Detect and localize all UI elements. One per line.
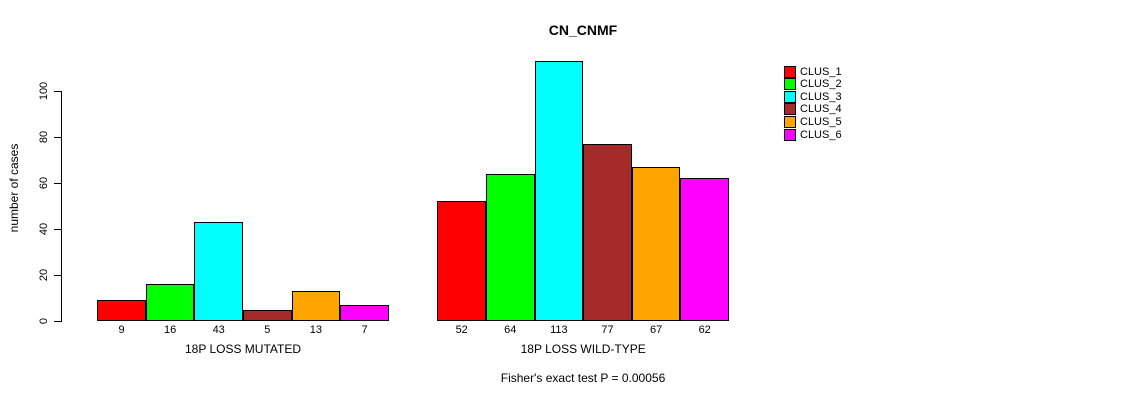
fisher-test-annotation: Fisher's exact test P = 0.00056 (500, 371, 666, 385)
legend-swatch-clus_5 (784, 115, 796, 128)
bar-clus_2-group1 (145, 284, 195, 321)
bar-value-label: 9 (118, 324, 125, 336)
bar-clus_3-group1 (194, 222, 243, 321)
bar-value-label: 5 (264, 324, 271, 336)
bar-value-label: 64 (504, 324, 517, 336)
bar-value-label: 52 (455, 324, 468, 336)
legend-label-clus_4: CLUS_4 (800, 103, 842, 116)
bar-clus_3-group2 (534, 61, 584, 321)
bar-value-label: 43 (212, 324, 225, 336)
bar-clus_6-group1 (340, 304, 389, 321)
legend-label-clus_6: CLUS_6 (800, 128, 842, 141)
legend-swatch-clus_6 (784, 128, 796, 141)
legend-swatch-clus_4 (784, 103, 796, 116)
x-axis-group-label: 18P LOSS MUTATED (184, 342, 302, 356)
bar-value-label: 113 (550, 324, 568, 336)
y-axis-tick-label: 100 (38, 81, 50, 101)
y-axis-tick (54, 229, 61, 230)
legend-label-clus_2: CLUS_2 (800, 78, 842, 91)
y-axis-tick-label: 40 (38, 222, 50, 236)
y-axis-line (61, 91, 62, 322)
legend-swatch-clus_2 (784, 78, 796, 91)
y-axis-tick (54, 183, 61, 184)
y-axis-tick-label: 60 (38, 176, 50, 190)
bar-value-label: 77 (601, 324, 614, 336)
y-axis-tick (54, 91, 61, 92)
legend-label-clus_1: CLUS_1 (800, 65, 842, 78)
legend-swatch-clus_3 (784, 90, 796, 103)
bar-clus_4-group2 (583, 143, 632, 321)
bar-value-label: 62 (698, 324, 711, 336)
x-axis-group-label: 18P LOSS WILD-TYPE (520, 342, 646, 356)
bar-clus_5-group2 (631, 166, 681, 321)
legend-label-clus_5: CLUS_5 (800, 115, 842, 128)
bar-value-label: 13 (309, 324, 323, 336)
bar-value-label: 7 (361, 324, 368, 336)
bar-value-label: 67 (649, 324, 663, 336)
bar-clus_6-group2 (680, 178, 729, 321)
bar-clus_4-group1 (243, 309, 292, 321)
y-axis-tick-label: 0 (38, 317, 50, 325)
legend-swatch-clus_1 (784, 65, 796, 78)
bar-clus_5-group1 (291, 291, 341, 321)
bar-clus_2-group2 (486, 173, 535, 321)
bar-value-label: 16 (163, 324, 177, 336)
y-axis-tick (54, 137, 61, 138)
y-axis-tick-label: 20 (38, 268, 50, 282)
chart-title: CN_CNMF (548, 22, 618, 38)
bar-clus_1-group1 (97, 300, 146, 321)
legend-label-clus_3: CLUS_3 (800, 90, 842, 103)
y-axis-tick-label: 80 (38, 130, 50, 144)
bar-clus_1-group2 (437, 201, 486, 321)
y-axis-tick (54, 275, 61, 276)
y-axis-tick (54, 321, 61, 322)
